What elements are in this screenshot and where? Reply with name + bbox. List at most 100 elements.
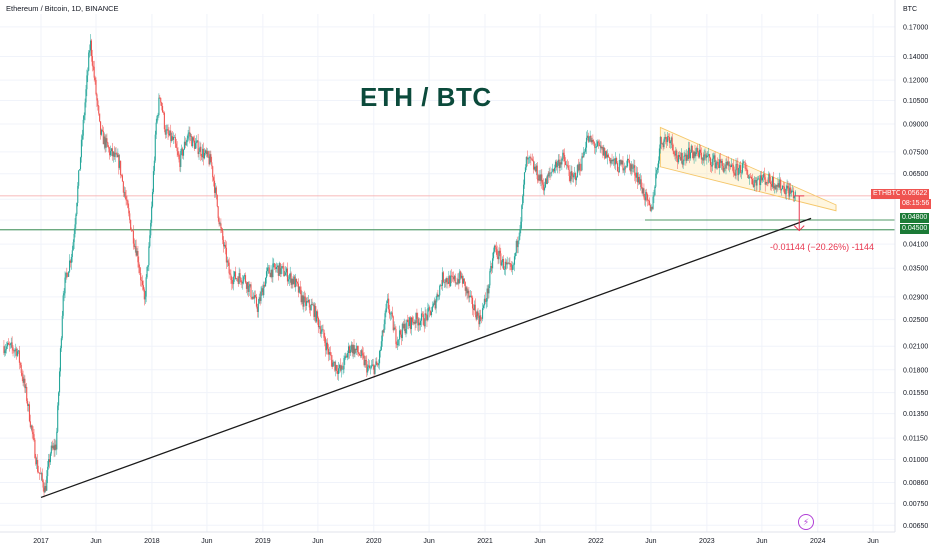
candle-body — [721, 160, 723, 167]
candle-body — [569, 175, 571, 182]
candle-body — [17, 350, 20, 352]
candle-body — [24, 378, 26, 389]
candle-body — [275, 266, 278, 270]
candle-body — [606, 154, 609, 158]
candle-body — [380, 341, 382, 350]
candle-body — [85, 89, 87, 103]
time-axis[interactable]: 2017 Jun 2018 Jun 2019 Jun 2020 Jun 2021 Jun 2022 J… — [0, 531, 895, 545]
candle-body — [296, 282, 299, 284]
candle-body — [787, 185, 789, 189]
candle-body — [575, 177, 578, 181]
x-tick-label: Jun — [423, 538, 434, 545]
candle-body — [338, 365, 340, 369]
candle-body — [254, 295, 256, 299]
candle-body — [501, 262, 503, 266]
candle-body — [675, 150, 677, 156]
candle-body — [396, 344, 398, 346]
candle-body — [361, 350, 363, 354]
candle-body — [418, 322, 420, 326]
candle-body — [323, 329, 325, 338]
candle-body — [255, 295, 257, 297]
candle-body — [106, 138, 108, 143]
candle-body — [213, 180, 216, 193]
ascending-trendline[interactable] — [40, 217, 812, 499]
candle-body — [631, 164, 633, 169]
candle-body — [699, 149, 702, 153]
candle-body — [734, 173, 736, 176]
candle-body — [684, 154, 686, 156]
candle-body — [545, 178, 547, 185]
candle-body — [173, 137, 175, 138]
candle-body — [618, 160, 620, 173]
candle-body — [293, 276, 295, 284]
candle-body — [398, 339, 400, 341]
candle-body — [598, 142, 600, 146]
candle-body — [587, 135, 589, 142]
candle-body — [324, 337, 326, 343]
candle-body — [40, 473, 42, 475]
candle-body — [511, 266, 513, 270]
candle-body — [763, 174, 765, 178]
candle-body — [620, 160, 622, 165]
candle-body — [634, 165, 636, 176]
candle-body — [441, 272, 444, 286]
candle-body — [114, 152, 116, 157]
candle-body — [15, 348, 17, 351]
candle-body — [278, 263, 280, 276]
candle-body — [235, 278, 237, 280]
candle-body — [427, 308, 429, 321]
candle-body — [488, 285, 490, 294]
candle-body — [271, 269, 273, 278]
candle-body — [735, 164, 737, 176]
candle-body — [513, 256, 516, 265]
measure-arrowhead — [793, 225, 805, 232]
y-tick-label: 0.01150 — [903, 436, 928, 443]
candle-body — [718, 164, 720, 169]
candle-body — [219, 223, 221, 225]
candle-body — [769, 173, 771, 182]
candle-body — [727, 161, 729, 165]
candle-body — [287, 279, 289, 282]
candle-body — [357, 345, 359, 353]
candle-body — [174, 137, 176, 144]
candle-body — [149, 235, 151, 247]
measure-tool — [793, 195, 805, 232]
candle-body — [365, 359, 367, 361]
candle-body — [203, 153, 206, 159]
candle-body — [117, 154, 119, 157]
candle-body — [547, 175, 549, 177]
candle-body — [282, 266, 284, 267]
candle-body — [581, 156, 583, 171]
candle-body — [7, 342, 9, 347]
candle-body — [113, 151, 115, 157]
candle-body — [409, 317, 412, 330]
candle-body — [399, 330, 402, 335]
candle-body — [709, 154, 711, 158]
candle-body — [272, 263, 274, 278]
candle-body — [330, 354, 332, 361]
candle-body — [7, 342, 10, 345]
candle-body — [552, 169, 554, 172]
candle-body — [454, 275, 456, 284]
candle-body — [624, 166, 626, 170]
candle-body — [316, 311, 318, 322]
candle-body — [75, 214, 77, 225]
candle-body — [515, 240, 517, 253]
candle-body — [585, 147, 587, 152]
candle-body — [321, 329, 323, 332]
candle-body — [35, 458, 37, 465]
candle-body — [250, 284, 252, 298]
candle-body — [523, 172, 526, 185]
lightning-icon[interactable]: ⚡ — [798, 514, 814, 530]
candle-body — [301, 295, 303, 303]
candle-body — [565, 164, 567, 166]
candle-body — [432, 303, 434, 307]
candle-body — [521, 205, 523, 222]
candle-body — [104, 136, 106, 148]
candle-body — [614, 158, 616, 165]
candle-body — [601, 147, 603, 149]
candle-body — [478, 315, 480, 325]
price-axis[interactable]: 0.17000 0.14000 0.12000 0.10500 0.09000 0.075… — [894, 0, 928, 532]
candle-body — [653, 195, 655, 197]
